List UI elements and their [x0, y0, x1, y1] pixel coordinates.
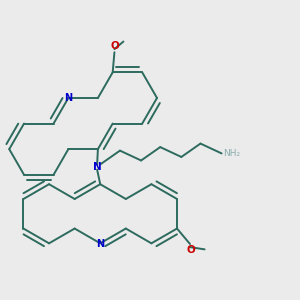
Text: N: N [96, 239, 104, 249]
Text: O: O [186, 245, 195, 255]
Text: N: N [64, 93, 72, 103]
Text: O: O [110, 41, 119, 51]
Text: NH₂: NH₂ [223, 149, 240, 158]
Text: N: N [93, 162, 101, 172]
